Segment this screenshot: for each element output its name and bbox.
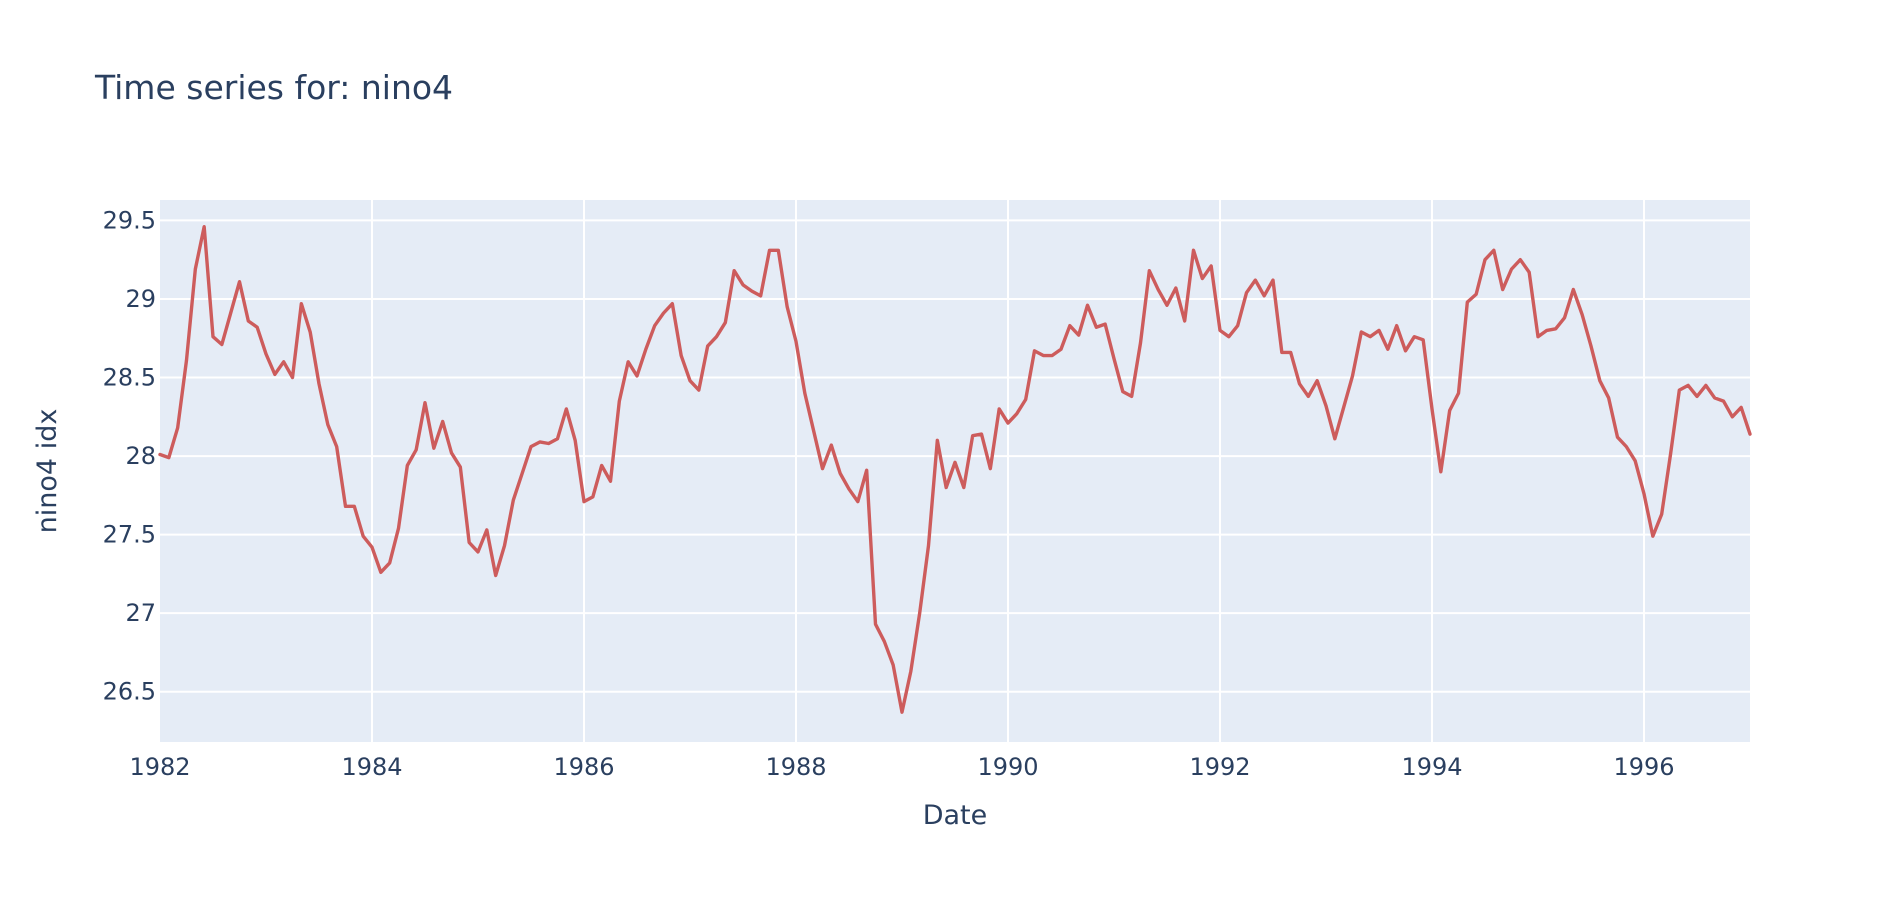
x-tick-label: 1992 bbox=[1189, 753, 1250, 781]
y-tick-label: 28 bbox=[125, 442, 156, 470]
y-tick-label: 28.5 bbox=[103, 364, 156, 392]
y-tick-label: 26.5 bbox=[103, 678, 156, 706]
x-tick-label: 1984 bbox=[341, 753, 402, 781]
x-tick-label: 1982 bbox=[129, 753, 190, 781]
x-axis-ticks: 1982 1984 1986 1988 1990 1992 1994 1996 bbox=[129, 753, 1674, 781]
x-tick-label: 1986 bbox=[553, 753, 614, 781]
y-tick-label: 27.5 bbox=[103, 521, 156, 549]
series-layer bbox=[158, 225, 1752, 714]
x-tick-label: 1990 bbox=[977, 753, 1038, 781]
grid-lines bbox=[160, 200, 1750, 742]
series-line bbox=[158, 225, 1752, 714]
x-axis-label: Date bbox=[923, 800, 988, 831]
y-axis-label: nino4 idx bbox=[32, 409, 63, 534]
chart-title: Time series for: nino4 bbox=[94, 68, 453, 107]
y-tick-label: 29.5 bbox=[103, 206, 156, 234]
x-tick-label: 1994 bbox=[1401, 753, 1462, 781]
y-axis-ticks: 26.5 27 27.5 28 28.5 29 29.5 bbox=[103, 206, 156, 705]
x-tick-label: 1996 bbox=[1613, 753, 1674, 781]
x-tick-label: 1988 bbox=[765, 753, 826, 781]
plot-area bbox=[160, 200, 1750, 742]
y-tick-label: 29 bbox=[125, 285, 156, 313]
y-tick-label: 27 bbox=[125, 599, 156, 627]
